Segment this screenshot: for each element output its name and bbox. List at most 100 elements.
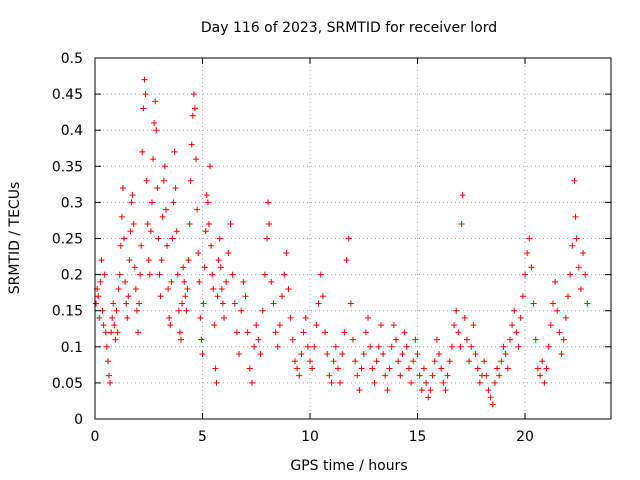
data-point (569, 242, 576, 249)
data-point (132, 286, 139, 293)
data-point (354, 372, 361, 379)
data-point (180, 264, 187, 271)
data-point (330, 358, 337, 365)
data-point (431, 358, 438, 365)
data-point (141, 76, 148, 83)
data-point (124, 314, 131, 321)
data-point (98, 257, 105, 264)
data-point (491, 379, 498, 386)
data-point (109, 314, 116, 321)
data-point (95, 293, 102, 300)
data-point (326, 372, 333, 379)
data-point (483, 372, 490, 379)
data-point (416, 372, 423, 379)
data-point (453, 307, 460, 314)
data-point (298, 351, 305, 358)
chart-title: Day 116 of 2023, SRMTID for receiver lor… (201, 20, 497, 36)
data-point (255, 336, 262, 343)
data-point (227, 221, 234, 228)
y-tick-label: 0.1 (61, 340, 83, 356)
data-point (554, 307, 561, 314)
data-point (205, 221, 212, 228)
data-point (466, 358, 473, 365)
y-tick-label: 0.3 (61, 195, 83, 211)
data-point (216, 235, 223, 242)
data-point (102, 329, 109, 336)
data-point (195, 249, 202, 256)
data-point (322, 329, 329, 336)
data-point (174, 271, 181, 278)
data-point (360, 351, 367, 358)
data-point (248, 379, 255, 386)
data-point (365, 314, 372, 321)
data-point (356, 387, 363, 394)
data-point (114, 329, 121, 336)
data-point (440, 379, 447, 386)
data-point (584, 300, 591, 307)
data-point (170, 199, 177, 206)
data-point (145, 257, 152, 264)
data-point (152, 98, 159, 105)
data-point (201, 264, 208, 271)
data-point (238, 307, 245, 314)
data-point (397, 372, 404, 379)
data-point (556, 329, 563, 336)
data-point (515, 343, 522, 350)
data-point (489, 401, 496, 408)
data-point (146, 271, 153, 278)
data-point (575, 264, 582, 271)
data-point (130, 221, 137, 228)
y-tick-label: 0.4 (61, 123, 83, 139)
data-point (172, 184, 179, 191)
data-point (313, 322, 320, 329)
data-point (217, 264, 224, 271)
data-point (140, 105, 147, 112)
data-point (162, 206, 169, 213)
data-point (560, 336, 567, 343)
data-point (169, 235, 176, 242)
data-point (532, 336, 539, 343)
data-point (236, 351, 243, 358)
data-point (472, 351, 479, 358)
data-point (347, 300, 354, 307)
data-point (197, 314, 204, 321)
data-point (198, 336, 205, 343)
data-point (143, 177, 150, 184)
data-point (350, 336, 356, 343)
data-point (423, 379, 430, 386)
data-point (175, 307, 182, 314)
data-point (113, 307, 120, 314)
data-point (382, 372, 389, 379)
data-point (186, 221, 193, 228)
data-point (339, 351, 346, 358)
data-point (185, 257, 192, 264)
data-point (199, 351, 206, 358)
data-point (511, 307, 518, 314)
data-point (567, 271, 574, 278)
data-point (324, 351, 331, 358)
data-point (384, 387, 391, 394)
data-point (148, 199, 155, 206)
data-point (133, 307, 140, 314)
data-point (208, 242, 215, 249)
data-point (377, 322, 384, 329)
data-point (242, 293, 249, 300)
data-point (166, 314, 173, 321)
data-point (203, 192, 210, 199)
data-point (334, 365, 341, 372)
data-point (517, 314, 524, 321)
data-point (343, 257, 350, 264)
data-point (131, 264, 138, 271)
data-point (212, 365, 219, 372)
data-point (219, 300, 226, 307)
y-axis-label: SRMTID / TECUs (7, 182, 23, 295)
data-point (405, 365, 412, 372)
data-point (231, 300, 238, 307)
data-point (552, 278, 559, 285)
data-point (291, 358, 298, 365)
data-point (209, 271, 216, 278)
data-point (401, 329, 408, 336)
data-point (153, 127, 160, 134)
data-point (274, 343, 281, 350)
